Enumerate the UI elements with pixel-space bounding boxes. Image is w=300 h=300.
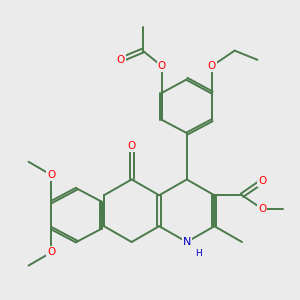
Text: H: H — [195, 249, 202, 258]
Text: O: O — [158, 61, 166, 71]
Text: O: O — [47, 247, 56, 257]
Text: O: O — [208, 61, 216, 71]
Text: O: O — [116, 55, 125, 65]
Text: O: O — [128, 141, 136, 151]
Text: O: O — [258, 204, 266, 214]
Text: O: O — [258, 176, 266, 186]
Text: O: O — [47, 170, 56, 180]
Text: N: N — [183, 237, 191, 247]
